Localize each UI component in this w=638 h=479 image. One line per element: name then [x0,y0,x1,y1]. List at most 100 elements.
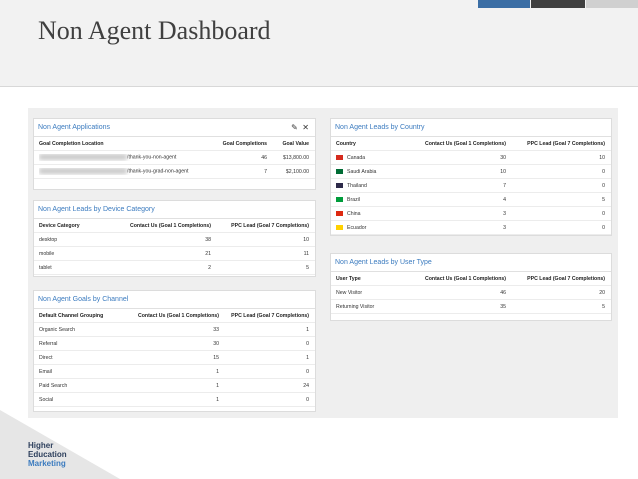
table-row: /thank-you-non-agent 46 $13,800.00 [34,151,315,165]
table-row: Referral 30 0 [34,337,315,351]
flag [336,224,343,230]
logo-line: Higher [28,441,54,450]
cell: Social [39,396,54,403]
column-header: PPC Lead (Goal 7 Completions) [231,312,309,319]
panel-title-text: Non Agent Applications [38,124,110,131]
cell: 5 [602,196,605,203]
cell: 2 [208,264,211,271]
accent-bar [478,0,530,8]
panel-title: Non Agent Leads by User Type [331,254,611,272]
table-header: User Type Contact Us (Goal 1 Completions)… [331,272,611,286]
column-header: User Type [336,275,361,282]
cell: Direct [39,354,53,361]
cell: 11 [303,250,309,257]
table-row: Returning Visitor 35 5 [331,300,611,314]
cell: 33 [213,326,219,333]
cell: 21 [205,250,211,257]
cell: $2,100.00 [285,168,309,175]
cell: 10 [303,236,309,243]
cell: 0 [602,182,605,189]
column-header: Default Channel Grouping [39,312,104,319]
table-row: Paid Search 1 24 [34,379,315,393]
panel-title: Non Agent Leads by Device Category [34,201,315,219]
cell: 7 [503,182,506,189]
redacted [39,168,127,175]
table-row: mobile 21 11 [34,247,315,261]
panel-icons: ✎ ✕ [291,119,309,136]
cell: Brazil [336,197,406,203]
panel-title-text: Non Agent Leads by Country [335,124,425,131]
table-row: tablet 2 5 [34,261,315,275]
table-row: Social 1 0 [34,393,315,407]
flag [336,168,343,174]
column-header: Contact Us (Goal 1 Completions) [130,222,211,229]
table-row: New Visitor 46 20 [331,286,611,300]
cell: 10 [500,168,506,175]
column-header: PPC Lead (Goal 7 Completions) [231,222,309,229]
cell: 1 [306,326,309,333]
cell: mobile [39,250,55,257]
table-row: Ecuador 3 0 [331,221,611,235]
flag [336,196,343,202]
cell: 38 [205,236,211,243]
cell-text: Thailand [347,182,367,189]
table-row: /thank-you-grad-non-agent 7 $2,100.00 [34,165,315,179]
cell: 0 [602,168,605,175]
table-row: Saudi Arabia 10 0 [331,165,611,179]
cell: Returning Visitor [336,303,375,310]
cell: 7 [264,168,267,175]
cell: 5 [602,303,605,310]
panel-title: Non Agent Leads by Country [331,119,611,137]
cell: 20 [599,289,605,296]
logo-line: Education [28,450,67,459]
cell: 4 [503,196,506,203]
cell: 0 [306,368,309,375]
table-row: Direct 15 1 [34,351,315,365]
panel-title: Non Agent Goals by Channel [34,291,315,309]
cell-text: Brazil [347,196,360,203]
cell: 0 [602,224,605,231]
logo: Higher Education Marketing [28,441,67,468]
cell: New Visitor [336,289,363,296]
cell: 35 [500,303,506,310]
cell-text: Saudi Arabia [347,168,377,175]
panel: Non Agent Goals by Channel Default Channe… [33,290,316,412]
cell: Thailand [336,183,406,189]
cell: 3 [503,224,506,231]
cell: Paid Search [39,382,68,389]
table-row: Email 1 0 [34,365,315,379]
panel-title-text: Non Agent Leads by User Type [335,259,432,266]
column-header: Contact Us (Goal 1 Completions) [425,140,506,147]
column-header: Goal Value [282,140,309,147]
table-row: Thailand 7 0 [331,179,611,193]
cell: 0 [602,210,605,217]
table-header: Goal Completion Location Goal Completions… [34,137,315,151]
cell-text: Ecuador [347,224,367,231]
cell-text: Canada [347,154,366,161]
cell: $13,800.00 [283,154,309,161]
cell-text: China [347,210,361,217]
column-header: PPC Lead (Goal 7 Completions) [527,140,605,147]
table-header: Country Contact Us (Goal 1 Completions) PP… [331,137,611,151]
cell: 46 [500,289,506,296]
edit-icon[interactable]: ✎ [291,123,298,132]
cell: Referral [39,340,58,347]
cell: 1 [216,396,219,403]
cell-text: /thank-you-non-agent [127,154,177,161]
column-header: Country [336,140,356,147]
redacted [39,154,127,161]
table-header: Default Channel Grouping Contact Us (Goal… [34,309,315,323]
panel-title-text: Non Agent Goals by Channel [38,296,129,303]
cell: 5 [306,264,309,271]
cell: tablet [39,264,52,271]
cell: /thank-you-non-agent [39,154,207,161]
close-icon[interactable]: ✕ [302,123,309,132]
accent-bar [531,0,585,8]
cell: 0 [306,340,309,347]
table-row: Canada 30 10 [331,151,611,165]
column-header: Goal Completions [222,140,267,147]
cell: 3 [503,210,506,217]
column-header: Device Category [39,222,80,229]
cell: 46 [261,154,267,161]
